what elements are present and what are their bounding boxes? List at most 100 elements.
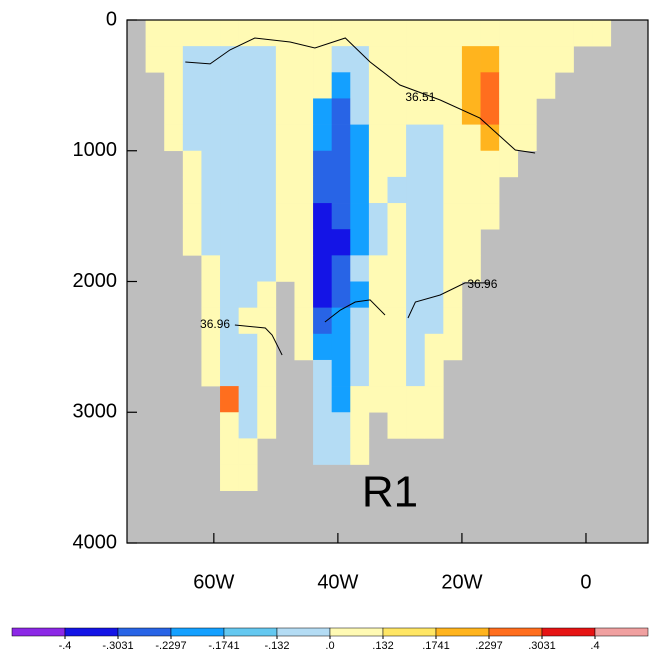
cell: [350, 281, 370, 308]
cell: [406, 203, 426, 230]
cell: [331, 412, 351, 439]
cell: [313, 333, 332, 361]
colorbar-box: [594, 627, 649, 637]
cell: [443, 20, 463, 47]
x-tick-label: 60W: [193, 571, 234, 593]
cell: [517, 72, 537, 99]
cell: [201, 46, 221, 73]
cell: [350, 203, 370, 230]
cell: [201, 72, 221, 99]
cell: [164, 20, 184, 47]
cell: [461, 20, 481, 47]
cell: [182, 176, 202, 204]
cell: [238, 20, 258, 47]
cell: [275, 203, 295, 230]
cell: [406, 307, 426, 335]
cell: [313, 438, 332, 465]
colorbar-box: [435, 627, 490, 637]
cell: [331, 20, 351, 47]
cell: [387, 20, 407, 47]
cell: [313, 359, 332, 387]
cell: [350, 46, 370, 73]
cell: [350, 386, 370, 413]
cell: [406, 281, 426, 308]
cell: [294, 333, 314, 361]
cell: [387, 333, 407, 361]
cell: [350, 20, 370, 47]
cell: [387, 150, 407, 178]
cell: [406, 124, 426, 152]
cell: [220, 176, 239, 204]
cell: [424, 176, 444, 204]
cell: [182, 72, 202, 99]
cell: [350, 150, 370, 178]
cell: [331, 98, 351, 125]
cell: [368, 203, 388, 230]
colorbar-label: .3031: [528, 640, 556, 652]
cell: [368, 281, 388, 308]
colorbar-box: [117, 627, 172, 637]
cell: [313, 386, 332, 413]
cell: [517, 46, 537, 73]
cell: [406, 359, 426, 387]
cell: [220, 203, 239, 230]
cell: [499, 20, 519, 47]
colorbar-box: [11, 627, 66, 637]
cell: [406, 46, 426, 73]
cell: [275, 20, 295, 47]
cell: [145, 20, 165, 47]
cell: [443, 229, 463, 256]
cell: [406, 386, 426, 413]
cell: [387, 203, 407, 230]
cell: [350, 333, 370, 361]
cell: [313, 20, 332, 47]
cell: [406, 20, 426, 47]
cell: [238, 203, 258, 230]
cell: [182, 98, 202, 125]
cell: [182, 203, 202, 230]
cell: [461, 124, 481, 152]
cell: [294, 124, 314, 152]
cell: [424, 386, 444, 413]
cell: [275, 255, 295, 282]
cell: [406, 150, 426, 178]
cell: [238, 98, 258, 125]
cell: [313, 150, 332, 178]
cell: [499, 72, 519, 99]
cell: [443, 333, 463, 361]
cell: [313, 203, 332, 230]
cell: [424, 255, 444, 282]
cell: [238, 150, 258, 178]
cell: [275, 98, 295, 125]
cell: [238, 176, 258, 204]
cell: [480, 72, 500, 99]
cell: [201, 124, 221, 152]
cell: [257, 176, 277, 204]
cell: [387, 386, 407, 413]
colorbar-box: [170, 627, 225, 637]
cell: [331, 255, 351, 282]
cell: [331, 359, 351, 387]
x-tick-label: 20W: [441, 571, 482, 593]
cell: [238, 386, 258, 413]
colorbar-box: [541, 627, 596, 637]
cell: [220, 150, 239, 178]
cell: [238, 72, 258, 99]
cell: [517, 20, 537, 47]
colorbar-label: .1741: [422, 640, 450, 652]
cell: [182, 20, 202, 47]
cell: [331, 124, 351, 152]
cell: [406, 333, 426, 361]
cell: [368, 46, 388, 73]
cell: [220, 359, 239, 387]
contour-label: 36.96: [467, 277, 497, 291]
cell: [220, 98, 239, 125]
cell: [368, 72, 388, 99]
contour-label: 36.96: [200, 317, 230, 331]
cell: [480, 203, 500, 230]
cell: [220, 281, 239, 308]
x-tick-label: 40W: [317, 571, 358, 593]
cell: [220, 438, 239, 465]
annotation: R1: [362, 468, 418, 517]
